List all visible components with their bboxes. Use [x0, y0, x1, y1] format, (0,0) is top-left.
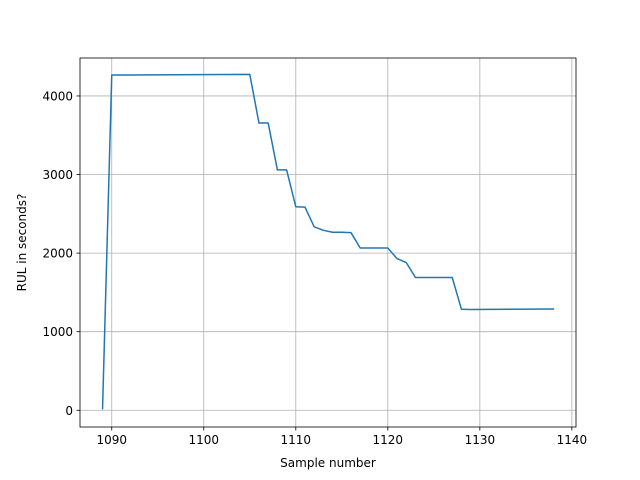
x-tick-label: 1140	[557, 433, 588, 447]
series-layer	[101, 73, 555, 410]
plot-frame	[79, 57, 577, 428]
y-tick-label: 1000	[42, 325, 73, 339]
y-axis-label: RUL in seconds?	[15, 194, 29, 292]
series-line	[101, 73, 555, 410]
x-axis-label: Sample number	[280, 456, 376, 470]
y-tick-label: 3000	[42, 168, 73, 182]
x-tick-label: 1110	[281, 433, 312, 447]
y-tick-label: 4000	[42, 89, 73, 103]
y-tick-label: 0	[65, 404, 73, 418]
y-tick-label: 2000	[42, 247, 73, 261]
x-tick-label: 1090	[96, 433, 127, 447]
x-axis-ticks: 1090 1100 1110 1120 1130 1140	[96, 427, 587, 447]
x-tick-label: 1120	[373, 433, 404, 447]
grid-lines	[80, 58, 576, 427]
x-tick-label: 1130	[465, 433, 496, 447]
y-axis-ticks: 0 1000 2000 3000 4000	[42, 89, 80, 418]
x-tick-label: 1100	[188, 433, 219, 447]
